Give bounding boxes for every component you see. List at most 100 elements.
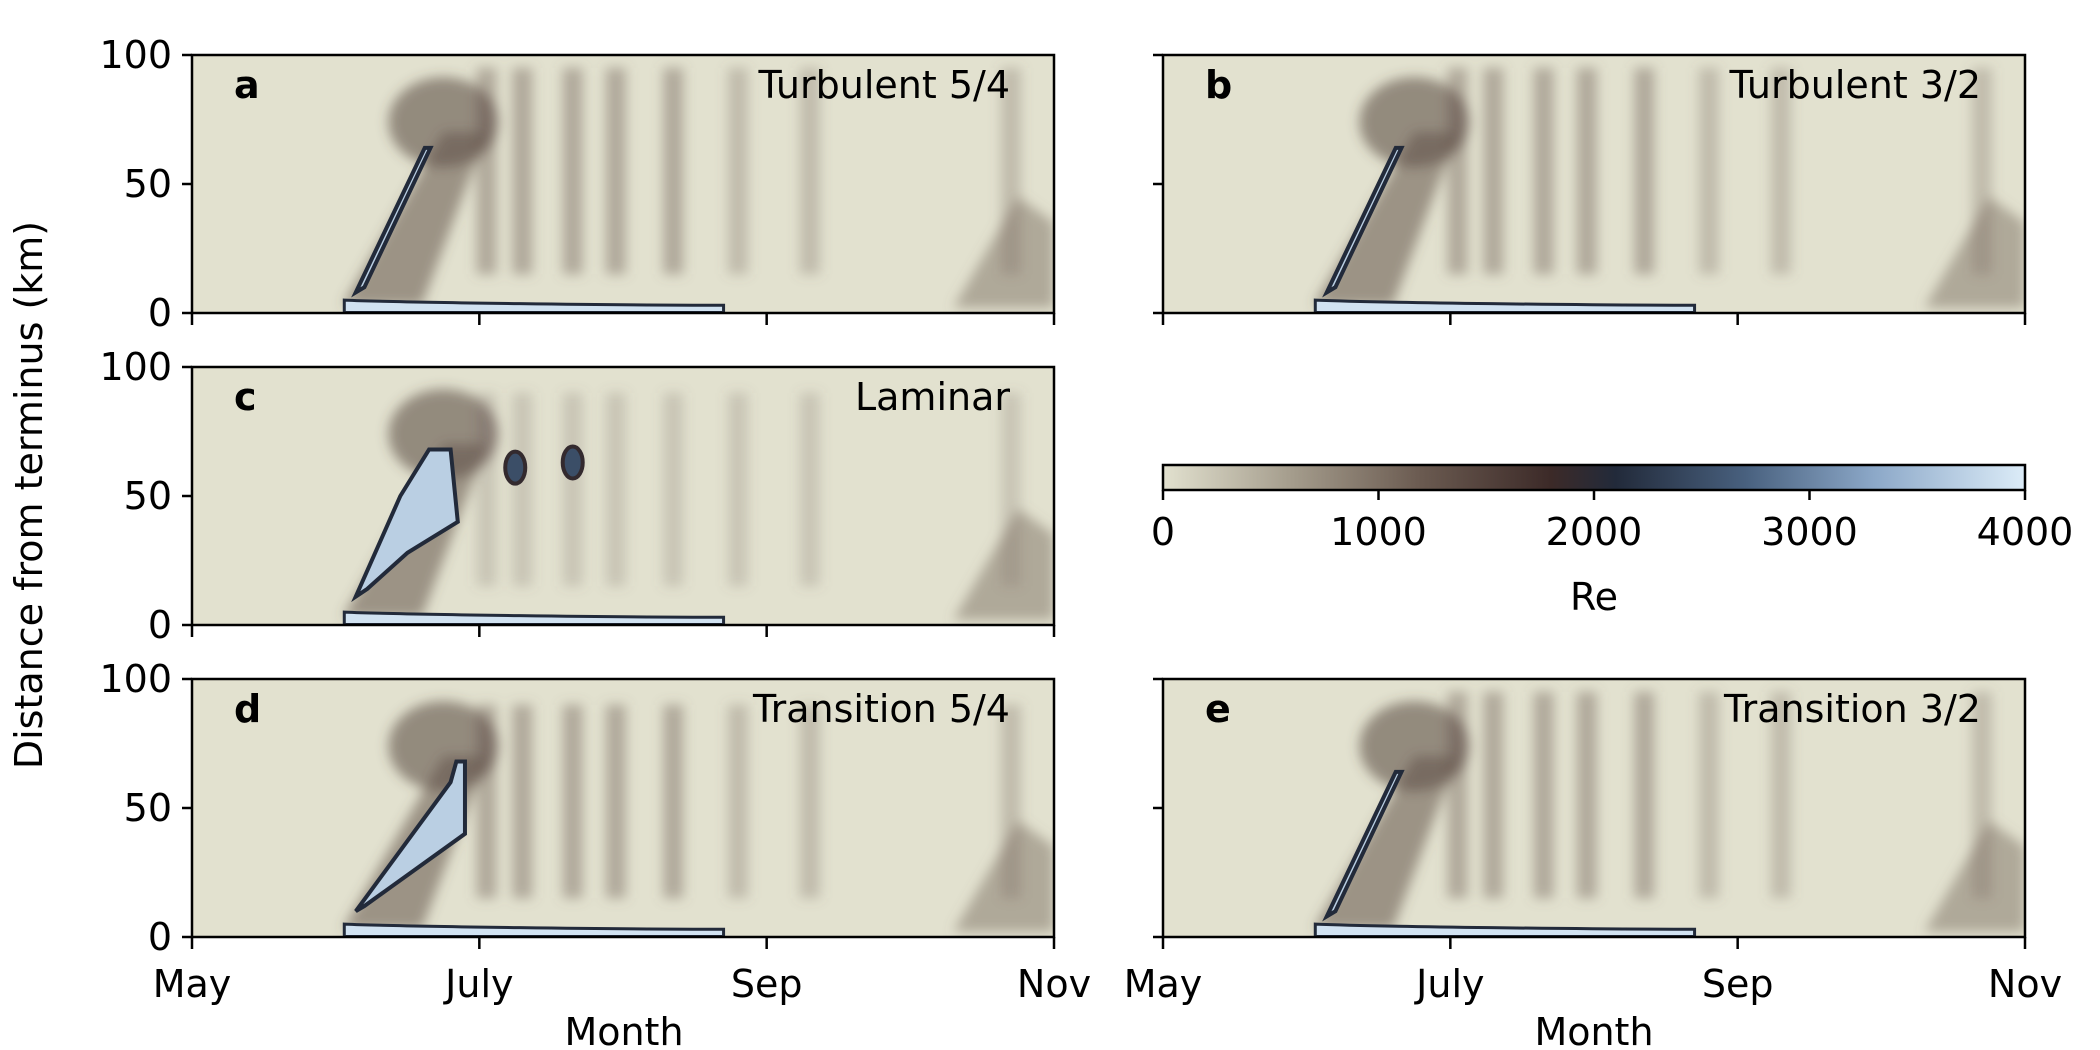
terminus-channel — [342, 298, 726, 313]
x-tick-label: Sep — [731, 962, 803, 1006]
panel-c: 0 50 100 c Laminar — [99, 345, 1056, 647]
melt-streak — [562, 67, 583, 275]
y-tick-label: 50 — [124, 162, 172, 206]
panel-title: Laminar — [855, 375, 1010, 419]
melt-streak — [1483, 67, 1504, 275]
rising-plume — [1322, 769, 1405, 922]
melt-streak — [512, 392, 533, 587]
panel-title: Turbulent 5/4 — [757, 63, 1010, 107]
heatmap-field — [192, 55, 1054, 313]
x-tick-label: Sep — [1702, 962, 1774, 1006]
panels: 0 50 100 a Turbulent 5/4 b Turbulent 3/2 0 50 100… — [99, 33, 2062, 1006]
y-tick-label: 0 — [148, 603, 172, 647]
y-tick-label: 100 — [99, 33, 172, 77]
melt-streak — [663, 392, 684, 587]
rising-plume — [1322, 145, 1405, 298]
melt-streak — [727, 704, 748, 899]
panel-letter: c — [234, 375, 257, 419]
colorbar-tick-label: 0 — [1151, 510, 1175, 554]
heatmap-field — [192, 367, 1054, 625]
melt-streak — [605, 704, 626, 899]
melt-streak — [1576, 691, 1597, 899]
panel-a: 0 50 100 a Turbulent 5/4 — [99, 33, 1056, 335]
plume-smudges — [342, 67, 1054, 308]
panel-letter: d — [234, 687, 261, 731]
panel-letter: a — [234, 63, 260, 107]
y-tick-label: 50 — [124, 474, 172, 518]
late-plume — [953, 508, 1054, 620]
melt-streak — [1533, 691, 1554, 899]
plume-shadow — [1313, 132, 1458, 306]
terminus-channel — [342, 610, 726, 625]
late-plume — [953, 820, 1054, 932]
terminus-channel — [342, 922, 726, 937]
y-tick-label: 0 — [148, 291, 172, 335]
terminus-channel — [1313, 298, 1697, 313]
melt-streak — [663, 704, 684, 899]
rising-plume — [351, 145, 434, 298]
panel-title: Transition 5/4 — [752, 687, 1010, 731]
heatmap-field — [192, 679, 1054, 937]
y-tick-label: 100 — [99, 657, 172, 701]
plume-smudges — [1313, 691, 2025, 932]
x-tick-label: May — [1124, 962, 1203, 1006]
heatmap-field — [1163, 55, 2025, 313]
rising-plume — [351, 447, 460, 603]
melt-streak — [1770, 691, 1791, 899]
colorbar-tick-label: 3000 — [1761, 510, 1858, 554]
melt-streak — [1634, 691, 1655, 899]
x-tick-label: July — [1414, 962, 1484, 1006]
x-tick-label: Nov — [1988, 962, 2062, 1006]
panel-letter: b — [1205, 63, 1232, 107]
melt-streak — [799, 392, 820, 587]
panel-e: May July Sep Nov e Transition 3/2 — [1124, 677, 2062, 1006]
melt-streak — [605, 392, 626, 587]
late-plume — [953, 196, 1054, 308]
heatmap-field — [1163, 679, 2025, 937]
laminar-spot — [560, 444, 585, 481]
melt-streak — [1483, 691, 1504, 899]
panel-b: b Turbulent 3/2 — [1153, 53, 2027, 325]
melt-streak — [512, 67, 533, 275]
melt-streak — [605, 67, 626, 275]
melt-streak — [799, 67, 820, 275]
x-tick-label: May — [153, 962, 232, 1006]
melt-streak — [1533, 67, 1554, 275]
late-plume — [1924, 820, 2025, 932]
plume-shadow — [1313, 756, 1458, 930]
melt-streak — [1576, 67, 1597, 275]
melt-streak — [1698, 691, 1719, 899]
x-tick-label: Nov — [1017, 962, 1091, 1006]
panel-title: Transition 3/2 — [1723, 687, 1981, 731]
colorbar-ticks: 0 1000 2000 3000 4000 — [1151, 490, 2073, 554]
melt-streak — [512, 704, 533, 899]
colorbar-gradient — [1161, 463, 2027, 492]
rising-plume — [354, 759, 467, 913]
colorbar-tick-label: 1000 — [1330, 510, 1427, 554]
y-axis-label: Distance from terminus (km) — [7, 221, 51, 769]
x-axis-label-right: Month — [1534, 1010, 1653, 1050]
melt-streak — [1698, 67, 1719, 275]
terminus-channel — [1313, 922, 1697, 937]
panel-d: 0 50 100 May July Sep Nov d Transition 5/4 — [99, 657, 1091, 1006]
plume-shadow — [342, 132, 487, 306]
melt-streak — [663, 67, 684, 275]
colorbar-tick-label: 2000 — [1546, 510, 1643, 554]
x-axis-label-left: Month — [564, 1010, 683, 1050]
colorbar-tick-label: 4000 — [1977, 510, 2074, 554]
melt-streak — [1634, 67, 1655, 275]
plume-smudges — [1313, 67, 2025, 308]
panel-title: Turbulent 3/2 — [1728, 63, 1981, 107]
melt-streak — [1770, 67, 1791, 275]
melt-streak — [562, 392, 583, 587]
melt-streak — [727, 392, 748, 587]
x-tick-label: July — [443, 962, 513, 1006]
late-plume — [1924, 196, 2025, 308]
laminar-spot — [503, 449, 528, 486]
melt-streak — [799, 704, 820, 899]
melt-streak — [562, 704, 583, 899]
y-tick-label: 0 — [148, 915, 172, 959]
y-tick-label: 100 — [99, 345, 172, 389]
panel-letter: e — [1205, 687, 1231, 731]
